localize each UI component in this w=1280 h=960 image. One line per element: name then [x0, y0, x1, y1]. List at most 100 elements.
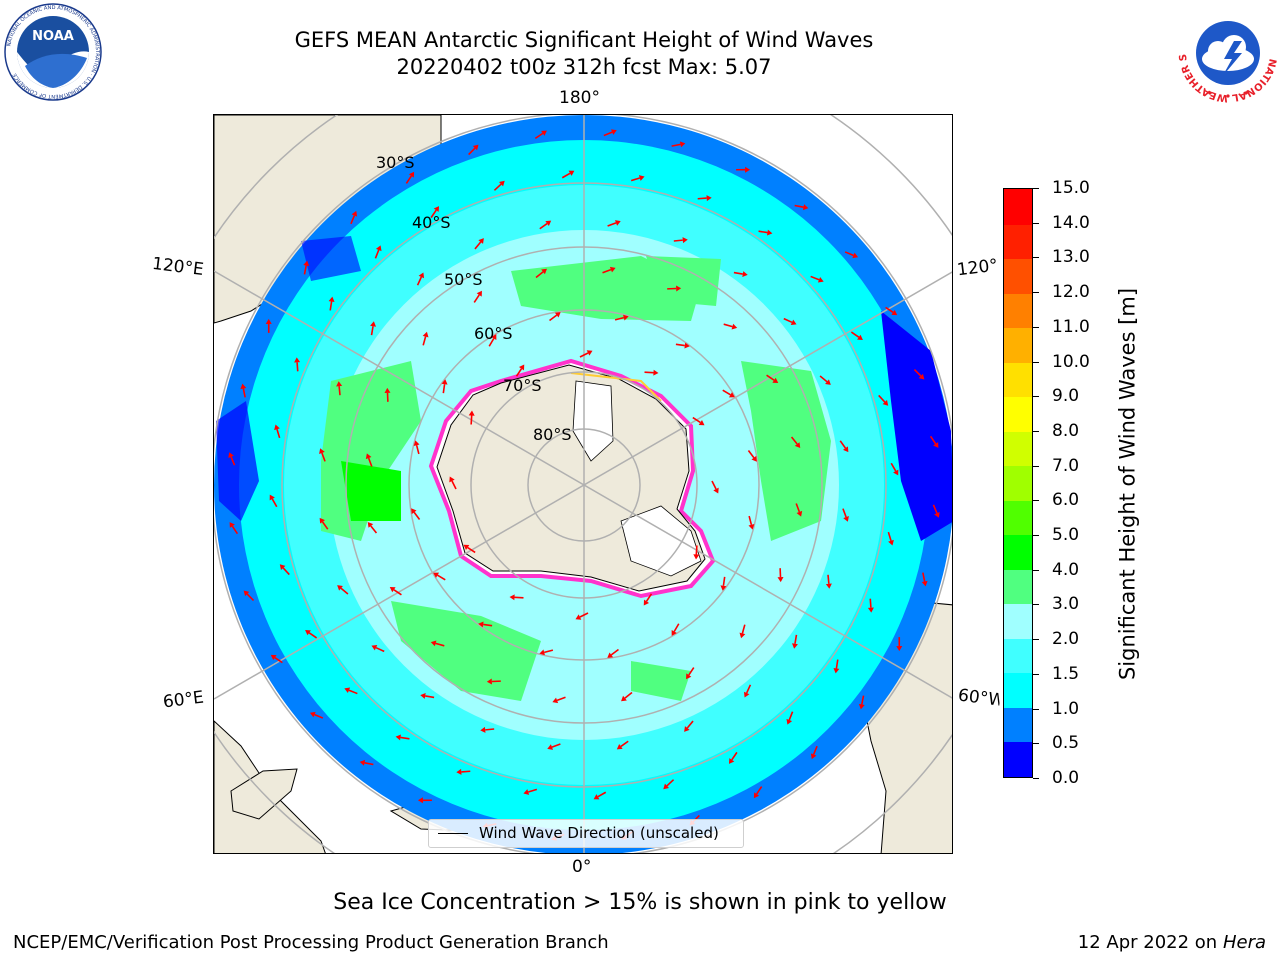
colorbar-segment [1004, 465, 1032, 501]
wave-direction-arrow-head [371, 644, 378, 651]
wave-direction-arrow-shaft [514, 596, 524, 599]
wave-direction-arrow-head [611, 129, 617, 135]
wave-direction-arrow-shaft [913, 369, 922, 377]
wave-direction-arrow-shaft [488, 338, 495, 347]
wave-direction-arrow-shaft [422, 336, 427, 346]
wave-direction-arrow-head [408, 171, 415, 178]
wave-direction-arrow-head [433, 206, 440, 212]
wave-direction-arrow-head [593, 794, 600, 800]
colorbar-tick-label: 8.0 [1052, 420, 1080, 441]
wave-direction-arrow-head [810, 753, 817, 760]
lon-label-top: 180° [559, 88, 600, 108]
wave-direction-arrow-shaft [645, 593, 653, 602]
wave-direction-arrow-head [731, 323, 738, 330]
chart-title: GEFS MEAN Antarctic Significant Height o… [294, 28, 874, 52]
wave-direction-arrow-head [229, 522, 235, 528]
colorbar-segment [1004, 189, 1032, 225]
wave-direction-arrow-head [269, 494, 275, 501]
footer-credit: NCEP/EMC/Verification Post Processing Pr… [13, 932, 609, 953]
wave-direction-arrow-shaft [624, 691, 633, 699]
colorbar-segment [1004, 327, 1032, 363]
wave-direction-arrow-shaft [788, 711, 794, 721]
wave-direction-arrow-shaft [413, 511, 421, 520]
wave-direction-arrow-head [786, 718, 793, 725]
colorbar-segment [1004, 293, 1032, 329]
wave-direction-arrow-head [270, 654, 277, 661]
colorbar-segment [1004, 741, 1032, 777]
wave-direction-arrow-head [491, 334, 497, 341]
wave-direction-arrow-shaft [400, 736, 410, 740]
wave-direction-arrow-head [305, 629, 311, 636]
wave-direction-arrow-head [607, 652, 614, 658]
wave-direction-arrow-shaft [551, 743, 561, 748]
wave-direction-arrow-head [791, 643, 798, 649]
wave-direction-arrow-head [586, 350, 593, 356]
wave-direction-arrow-head [796, 510, 803, 517]
colorbar-tick [1033, 743, 1039, 745]
colorbar-tick [1033, 778, 1039, 779]
legend-label: Wind Wave Direction (unscaled) [479, 824, 719, 842]
wave-direction-arrow-shaft [812, 745, 818, 755]
wave-direction-arrow-shaft [350, 215, 356, 225]
wave-direction-arrow-head [411, 508, 417, 515]
wave-direction-arrow-head [294, 357, 301, 363]
colorbar-segment [1004, 603, 1032, 639]
wave-direction-arrow-head [420, 692, 426, 699]
wave-direction-arrow-head [918, 373, 925, 380]
wave-direction-arrow-head [568, 170, 575, 176]
wave-direction-arrow-shaft [544, 649, 554, 654]
wave-direction-arrow-shaft [885, 306, 894, 314]
wave-direction-arrow-shaft [745, 684, 752, 694]
wave-direction-arrow-head [609, 266, 616, 273]
wave-direction-arrow-head [509, 594, 515, 601]
wave-direction-arrow-head [319, 448, 325, 455]
wave-direction-arrow-shaft [437, 574, 446, 581]
wave-direction-arrow-shaft [794, 204, 804, 208]
wave-direction-arrow-head [713, 487, 719, 494]
footer-date: 12 Apr 2022 on Hera [1078, 932, 1266, 953]
wave-direction-arrow-shaft [493, 183, 502, 191]
wave-direction-arrow-shaft [451, 480, 457, 490]
wave-direction-arrow-shaft [810, 275, 820, 281]
wave-direction-arrow-head [745, 166, 751, 173]
wave-direction-arrow-head [463, 544, 470, 551]
wave-direction-arrow-shaft [827, 574, 830, 584]
legend-line-swatch [438, 833, 468, 834]
wave-direction-arrow-head [743, 691, 750, 698]
colorbar-segment [1004, 707, 1032, 743]
wave-direction-arrow-head [243, 590, 250, 597]
wave-direction-arrow-head [825, 379, 831, 385]
wave-direction-arrow-shaft [435, 642, 445, 647]
wave-direction-arrow-shaft [688, 667, 695, 676]
wave-direction-arrow-head [554, 312, 561, 318]
wave-direction-arrow-shaft [276, 428, 281, 439]
wave-direction-arrow-head [480, 726, 486, 733]
wave-direction-arrow-shaft [614, 316, 624, 321]
lon-label-upper-left: 120°E [150, 253, 205, 281]
wave-direction-arrow-shaft [271, 498, 278, 508]
wave-direction-arrow-head [478, 621, 484, 628]
wave-direction-arrow-head [367, 522, 374, 528]
nws-logo: NATIONAL WEATHER SERVICE [1172, 0, 1280, 105]
wave-direction-arrow-shaft [303, 265, 307, 275]
colorbar [1003, 188, 1033, 778]
wave-direction-arrow-shaft [839, 440, 847, 449]
wave-direction-arrow-head [418, 272, 425, 279]
wave-direction-arrow-shaft [314, 713, 324, 719]
colorbar-segment [1004, 431, 1032, 467]
polar-map [213, 114, 953, 854]
wave-direction-arrow-shaft [340, 587, 349, 595]
wave-direction-arrow-head [825, 583, 832, 589]
colorbar-tick [1033, 292, 1039, 294]
wave-direction-arrow-shaft [364, 762, 374, 766]
wave-direction-arrow-head [389, 587, 396, 593]
wave-direction-arrow-shaft [783, 317, 793, 324]
colorbar-segment [1004, 534, 1032, 570]
wave-direction-arrow-shaft [869, 598, 872, 608]
wave-direction-arrow-head [499, 180, 505, 187]
wave-direction-arrow-head [882, 400, 889, 406]
noaa-logo: NOAA NATIONAL OCEANIC AND ATMOSPHERIC AD… [3, 2, 103, 102]
colorbar-tick [1033, 500, 1039, 502]
wave-direction-arrow-head [265, 318, 272, 324]
wave-direction-arrow-shaft [610, 648, 619, 656]
